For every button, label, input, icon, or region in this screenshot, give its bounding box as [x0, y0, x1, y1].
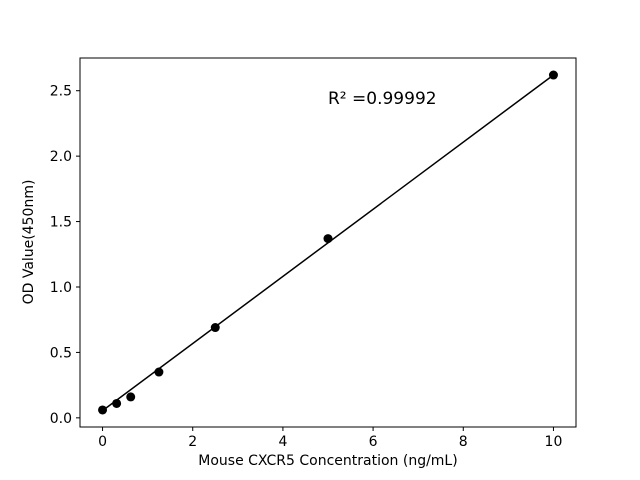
r-squared-annotation: R² =0.99992 — [328, 89, 437, 109]
y-tick-label: 1.0 — [50, 280, 72, 296]
x-tick-label: 4 — [278, 434, 287, 450]
data-point — [548, 70, 558, 80]
data-point — [98, 405, 108, 415]
y-tick-label: 1.5 — [50, 215, 72, 231]
y-tick-label: 0.5 — [50, 345, 72, 361]
x-tick-label: 2 — [188, 434, 197, 450]
x-tick-label: 10 — [545, 434, 563, 450]
data-point — [112, 398, 122, 408]
y-tick-label: 0.0 — [50, 411, 72, 427]
y-axis-label: OD Value(450nm) — [21, 180, 37, 305]
plot-border — [79, 57, 577, 428]
x-tick-label: 8 — [459, 434, 468, 450]
data-point — [126, 392, 136, 402]
x-tick-label: 0 — [98, 434, 107, 450]
data-point — [154, 367, 164, 377]
y-tick-label: 2.0 — [50, 149, 72, 165]
x-axis-label: Mouse CXCR5 Concentration (ng/mL) — [198, 453, 457, 469]
data-point — [210, 323, 220, 333]
data-point — [323, 234, 333, 244]
x-tick-label: 6 — [369, 434, 378, 450]
y-tick-label: 2.5 — [50, 84, 72, 100]
